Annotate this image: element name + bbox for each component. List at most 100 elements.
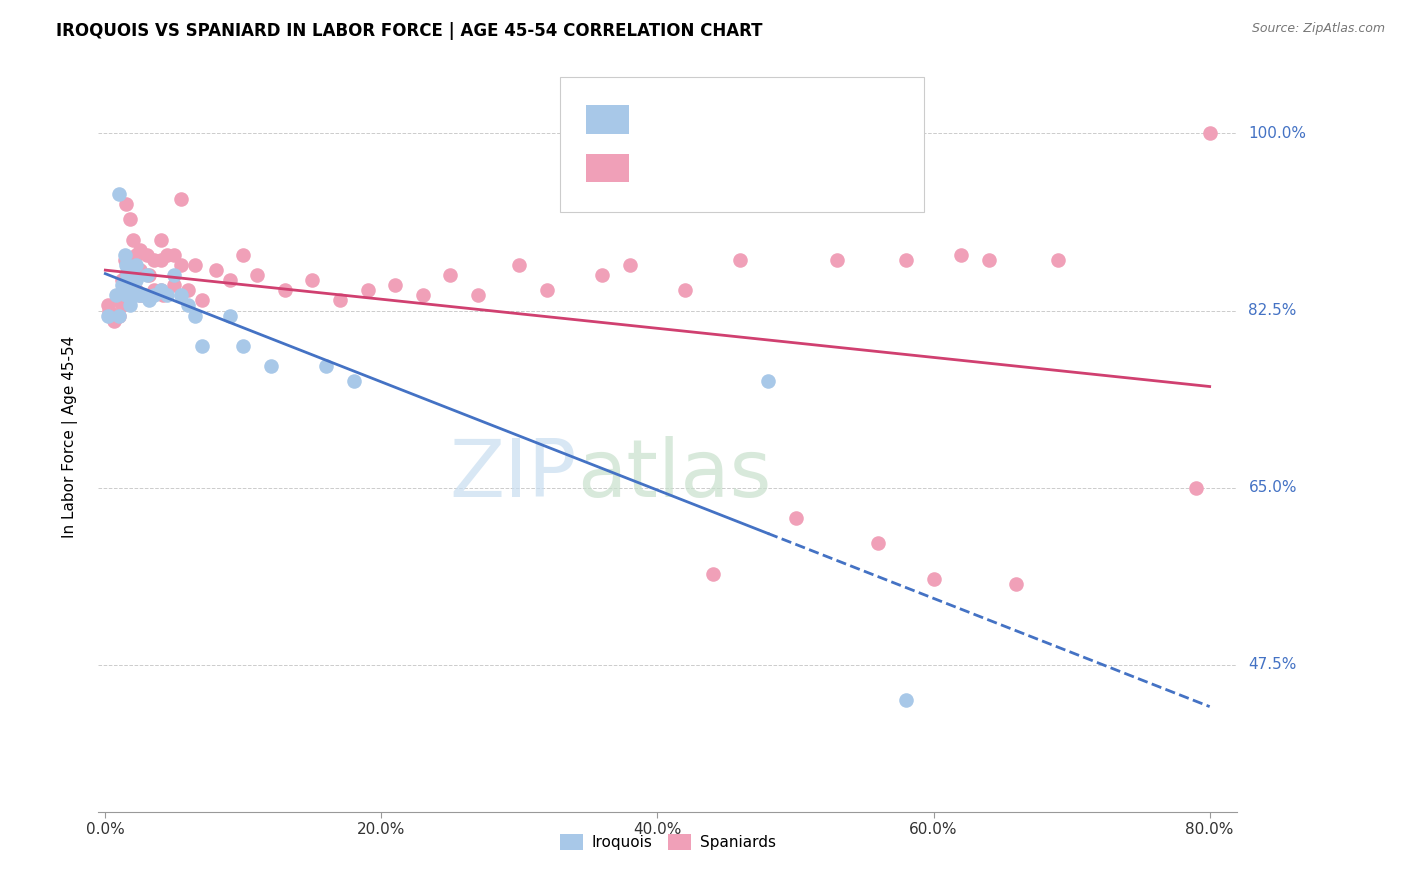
Text: atlas: atlas: [576, 435, 770, 514]
Point: [384, 278, 406, 293]
Point: [108, 309, 131, 323]
Point: [218, 273, 240, 287]
Point: [163, 278, 186, 293]
Point: [702, 566, 724, 581]
Point: [184, 309, 207, 323]
Text: ZIP: ZIP: [450, 435, 576, 514]
Point: [315, 359, 337, 374]
Point: [97, 309, 120, 323]
Point: [135, 248, 157, 262]
Point: [128, 243, 150, 257]
Point: [301, 273, 323, 287]
Point: [125, 248, 148, 262]
Point: [114, 252, 136, 267]
Point: [108, 293, 131, 308]
Point: [439, 268, 461, 282]
Point: [977, 252, 1000, 267]
Point: [128, 263, 150, 277]
Point: [125, 273, 148, 287]
Point: [114, 288, 136, 302]
Point: [138, 293, 160, 308]
Point: [170, 192, 193, 206]
Text: 70: 70: [831, 157, 856, 175]
Point: [246, 268, 269, 282]
Point: [117, 258, 139, 272]
Point: [120, 298, 142, 312]
Point: [163, 248, 186, 262]
Point: [868, 536, 890, 550]
Point: [105, 288, 128, 302]
Point: [149, 252, 172, 267]
Text: 100.0%: 100.0%: [1249, 126, 1306, 141]
Point: [1198, 126, 1220, 140]
Point: [111, 273, 134, 287]
Point: [825, 252, 848, 267]
Text: Source: ZipAtlas.com: Source: ZipAtlas.com: [1251, 22, 1385, 36]
Point: [177, 298, 200, 312]
Text: -0.152: -0.152: [692, 108, 756, 126]
Point: [191, 293, 214, 308]
Point: [118, 273, 141, 287]
Point: [98, 303, 121, 318]
Point: [105, 309, 128, 323]
Point: [142, 283, 165, 297]
Point: [673, 283, 696, 297]
Point: [343, 375, 366, 389]
Bar: [586, 105, 628, 134]
Point: [591, 268, 613, 282]
Text: R =: R =: [637, 108, 676, 126]
Point: [170, 288, 193, 302]
Point: [132, 288, 155, 302]
FancyBboxPatch shape: [560, 78, 924, 212]
Point: [122, 268, 145, 282]
Point: [115, 268, 138, 282]
Point: [184, 258, 207, 272]
Point: [149, 283, 172, 297]
Point: [127, 288, 149, 302]
Legend: Iroquois, Spaniards: Iroquois, Spaniards: [554, 829, 782, 856]
Point: [204, 263, 226, 277]
Point: [120, 212, 142, 227]
Point: [138, 268, 160, 282]
Point: [894, 252, 917, 267]
Point: [149, 233, 172, 247]
Point: [170, 258, 193, 272]
Point: [756, 375, 779, 389]
Point: [156, 288, 179, 302]
Text: 47.5%: 47.5%: [1249, 657, 1296, 673]
Point: [142, 288, 165, 302]
Point: [115, 197, 138, 211]
Text: 0.101: 0.101: [696, 157, 754, 175]
Point: [894, 693, 917, 707]
Point: [111, 278, 134, 293]
Point: [120, 258, 142, 272]
Point: [108, 309, 131, 323]
Point: [619, 258, 641, 272]
Point: [120, 283, 142, 297]
Point: [97, 298, 120, 312]
Point: [128, 288, 150, 302]
Point: [156, 248, 179, 262]
Point: [260, 359, 283, 374]
Point: [115, 288, 138, 302]
Point: [103, 313, 125, 327]
Point: [132, 288, 155, 302]
Point: [125, 258, 148, 272]
Point: [142, 252, 165, 267]
Point: [115, 278, 138, 293]
Point: [117, 273, 139, 287]
Point: [122, 288, 145, 302]
Text: IROQUOIS VS SPANIARD IN LABOR FORCE | AGE 45-54 CORRELATION CHART: IROQUOIS VS SPANIARD IN LABOR FORCE | AG…: [56, 22, 762, 40]
Point: [108, 187, 131, 202]
Text: N =: N =: [785, 108, 825, 126]
Point: [730, 252, 752, 267]
Text: 82.5%: 82.5%: [1249, 303, 1296, 318]
Point: [111, 298, 134, 312]
Point: [922, 572, 945, 586]
Point: [117, 268, 139, 282]
Point: [152, 288, 174, 302]
Point: [274, 283, 297, 297]
Point: [232, 248, 254, 262]
Point: [122, 283, 145, 297]
Text: 65.0%: 65.0%: [1249, 480, 1296, 495]
